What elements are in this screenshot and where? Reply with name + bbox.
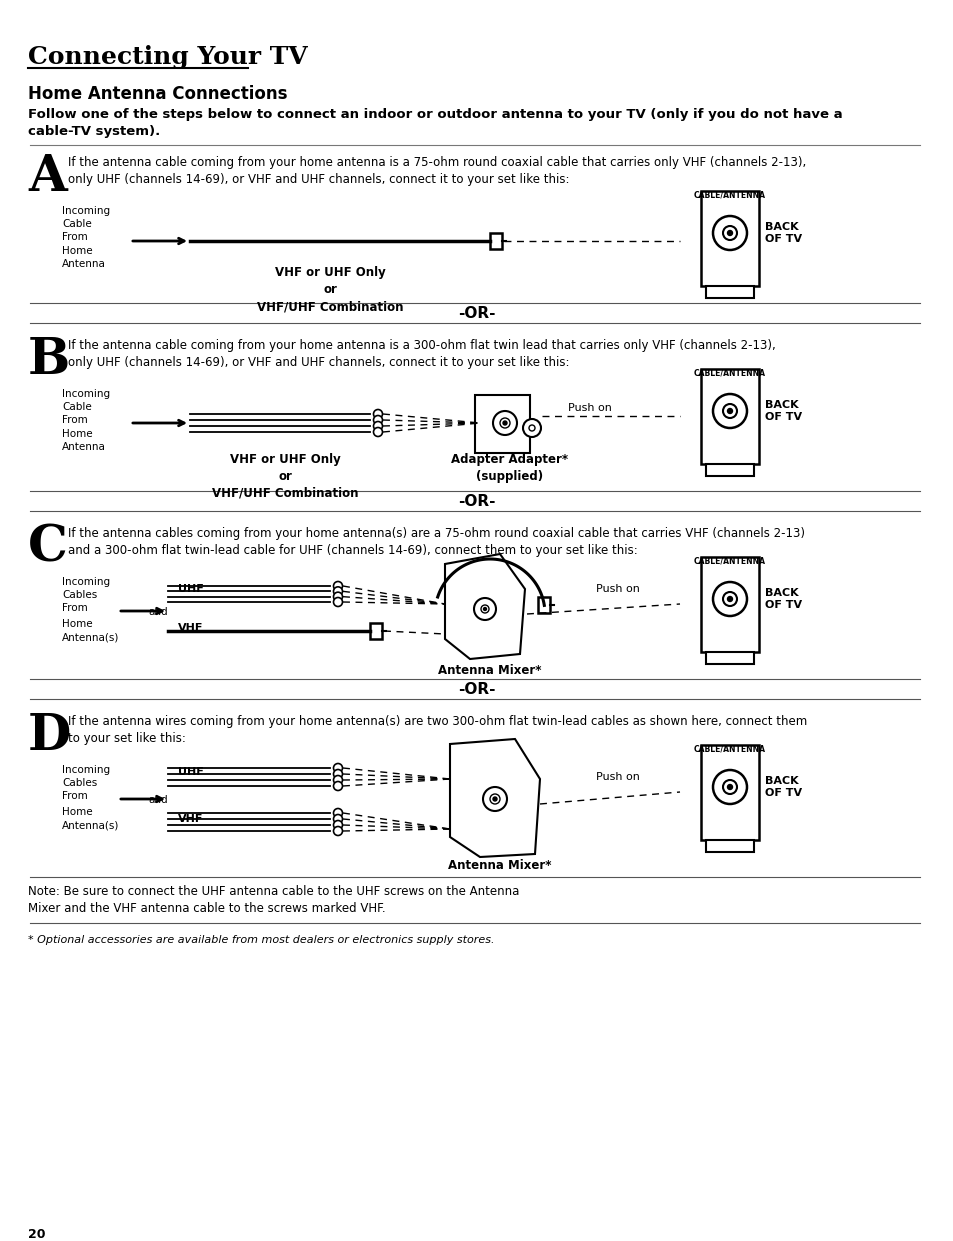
Circle shape xyxy=(374,427,382,437)
Text: Note: Be sure to connect the UHF antenna cable to the UHF screws on the Antenna
: Note: Be sure to connect the UHF antenna… xyxy=(28,885,518,915)
Circle shape xyxy=(712,769,746,804)
Circle shape xyxy=(334,776,342,784)
Text: Incoming
Cables
From: Incoming Cables From xyxy=(62,577,110,613)
Bar xyxy=(475,395,530,453)
Text: CABLE/ANTENNA: CABLE/ANTENNA xyxy=(693,557,765,566)
Bar xyxy=(537,597,550,613)
Bar xyxy=(705,463,753,475)
Text: CABLE/ANTENNA: CABLE/ANTENNA xyxy=(693,745,765,755)
Bar xyxy=(705,839,753,851)
Circle shape xyxy=(334,582,342,591)
Text: BACK
OF TV: BACK OF TV xyxy=(764,776,801,798)
Text: C: C xyxy=(28,524,68,573)
Circle shape xyxy=(480,606,489,613)
Circle shape xyxy=(502,421,506,424)
Circle shape xyxy=(499,418,510,428)
Text: Home Antenna Connections: Home Antenna Connections xyxy=(28,84,287,103)
Circle shape xyxy=(334,827,342,835)
Text: If the antenna cable coming from your home antenna is a 300-ohm flat twin lead t: If the antenna cable coming from your ho… xyxy=(68,339,775,369)
Text: A: A xyxy=(28,153,67,202)
Circle shape xyxy=(334,769,342,778)
Text: -OR-: -OR- xyxy=(457,494,496,509)
Bar xyxy=(700,745,759,839)
Text: VHF or UHF Only
or
VHF/UHF Combination: VHF or UHF Only or VHF/UHF Combination xyxy=(256,266,403,313)
Text: If the antenna cables coming from your home antenna(s) are a 75-ohm round coaxia: If the antenna cables coming from your h… xyxy=(68,527,804,557)
Circle shape xyxy=(712,393,746,428)
Circle shape xyxy=(334,820,342,829)
Text: and: and xyxy=(148,795,168,805)
Text: D: D xyxy=(28,712,71,761)
Text: 20: 20 xyxy=(28,1229,46,1241)
Circle shape xyxy=(334,814,342,824)
Text: BACK
OF TV: BACK OF TV xyxy=(764,222,801,243)
Text: and: and xyxy=(148,607,168,617)
Bar xyxy=(705,285,753,298)
Circle shape xyxy=(522,419,540,437)
Bar xyxy=(700,369,759,463)
Text: Push on: Push on xyxy=(596,585,639,594)
Text: UHF: UHF xyxy=(178,585,204,594)
Circle shape xyxy=(727,231,732,236)
Text: Antenna Mixer*: Antenna Mixer* xyxy=(448,859,551,872)
Circle shape xyxy=(712,582,746,616)
Circle shape xyxy=(482,787,506,812)
Circle shape xyxy=(727,408,732,413)
Circle shape xyxy=(334,782,342,791)
Text: Antenna Mixer*: Antenna Mixer* xyxy=(437,664,541,678)
Polygon shape xyxy=(444,553,524,659)
Circle shape xyxy=(374,416,382,424)
Text: B: B xyxy=(28,336,71,385)
Text: Home
Antenna(s): Home Antenna(s) xyxy=(62,619,119,642)
Text: Incoming
Cables
From: Incoming Cables From xyxy=(62,764,110,802)
Text: Adapter Adapter*
(supplied): Adapter Adapter* (supplied) xyxy=(451,453,568,483)
Text: If the antenna wires coming from your home antenna(s) are two 300-ohm flat twin-: If the antenna wires coming from your ho… xyxy=(68,715,806,745)
Text: BACK
OF TV: BACK OF TV xyxy=(764,400,801,422)
Circle shape xyxy=(722,592,737,606)
Circle shape xyxy=(722,781,737,794)
Text: * Optional accessories are available from most dealers or electronics supply sto: * Optional accessories are available fro… xyxy=(28,934,494,944)
Circle shape xyxy=(474,598,496,620)
Text: -OR-: -OR- xyxy=(457,307,496,321)
Circle shape xyxy=(529,424,535,431)
Circle shape xyxy=(493,411,517,436)
Text: CABLE/ANTENNA: CABLE/ANTENNA xyxy=(693,191,765,200)
Text: Follow one of the steps below to connect an indoor or outdoor antenna to your TV: Follow one of the steps below to connect… xyxy=(28,108,841,138)
Text: UHF: UHF xyxy=(178,767,204,777)
Circle shape xyxy=(374,422,382,431)
Bar xyxy=(490,233,501,249)
Text: -OR-: -OR- xyxy=(457,683,496,697)
Circle shape xyxy=(374,410,382,418)
Text: Incoming
Cable
From
Home
Antenna: Incoming Cable From Home Antenna xyxy=(62,388,110,452)
Circle shape xyxy=(727,597,732,602)
Text: Home
Antenna(s): Home Antenna(s) xyxy=(62,807,119,830)
Text: VHF or UHF Only
or
VHF/UHF Combination: VHF or UHF Only or VHF/UHF Combination xyxy=(212,453,358,500)
Text: Push on: Push on xyxy=(567,403,611,413)
Circle shape xyxy=(334,597,342,607)
Polygon shape xyxy=(450,738,539,858)
Circle shape xyxy=(334,808,342,818)
Text: VHF: VHF xyxy=(178,814,203,824)
Circle shape xyxy=(493,797,497,800)
Text: BACK
OF TV: BACK OF TV xyxy=(764,588,801,609)
Circle shape xyxy=(722,405,737,418)
Bar xyxy=(700,191,759,285)
Circle shape xyxy=(334,763,342,772)
Circle shape xyxy=(727,784,732,789)
Circle shape xyxy=(490,794,499,804)
Circle shape xyxy=(722,226,737,240)
Circle shape xyxy=(334,587,342,596)
Bar xyxy=(370,623,381,639)
Bar xyxy=(700,556,759,652)
Circle shape xyxy=(334,592,342,601)
Text: Push on: Push on xyxy=(596,772,639,782)
Text: CABLE/ANTENNA: CABLE/ANTENNA xyxy=(693,369,765,379)
Circle shape xyxy=(483,608,486,611)
Text: VHF: VHF xyxy=(178,623,203,633)
Bar xyxy=(705,652,753,664)
Text: Connecting Your TV: Connecting Your TV xyxy=(28,45,307,69)
Circle shape xyxy=(712,216,746,249)
Text: Incoming
Cable
From
Home
Antenna: Incoming Cable From Home Antenna xyxy=(62,206,110,269)
Text: If the antenna cable coming from your home antenna is a 75-ohm round coaxial cab: If the antenna cable coming from your ho… xyxy=(68,156,805,186)
